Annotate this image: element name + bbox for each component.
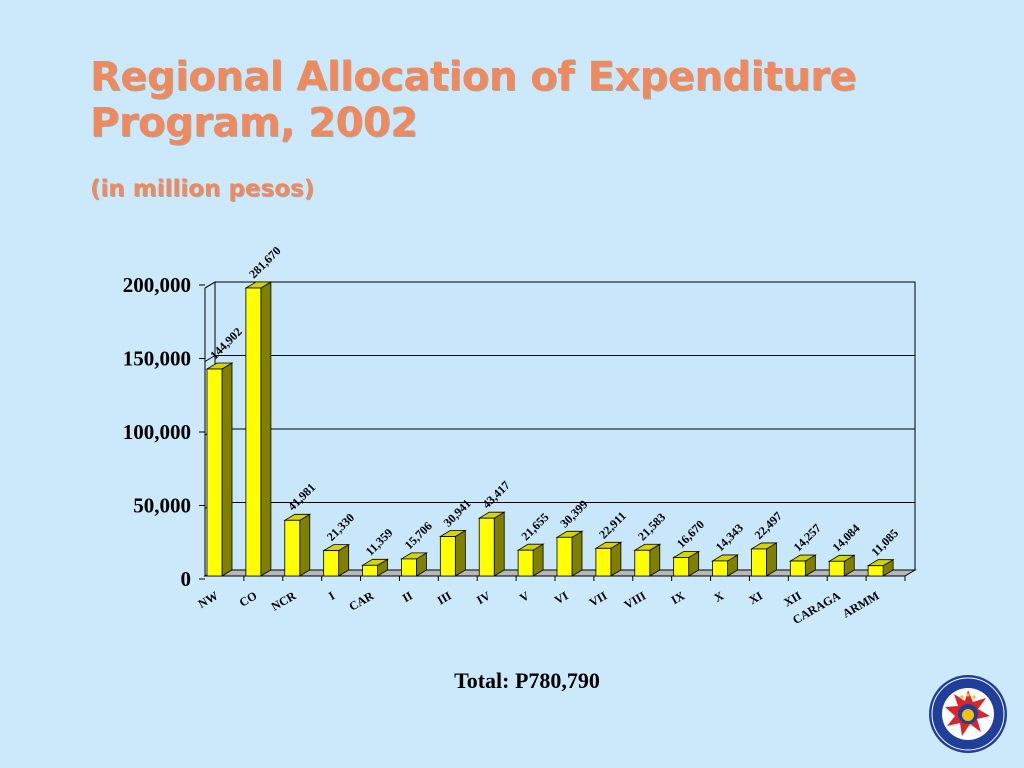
dbm-seal-logo: [929, 675, 1007, 753]
slide-title: Regional Allocation of Expenditure Progr…: [90, 54, 857, 146]
bar: [517, 549, 534, 577]
slide-subtitle: (in million pesos): [90, 176, 315, 202]
y-tick-label: 150,000: [123, 347, 191, 371]
y-tick-label: 50,000: [133, 494, 191, 518]
bar: [206, 368, 223, 577]
y-tick-label: 100,000: [123, 420, 191, 444]
category-label: III: [435, 588, 454, 607]
bar: [362, 564, 378, 577]
bar: [478, 517, 495, 577]
bar: [284, 519, 301, 577]
category-label: CO: [237, 588, 260, 609]
category-label: II: [400, 588, 415, 605]
bar: [595, 547, 612, 577]
data-label: 281,670: [246, 244, 283, 281]
gridline-side: [204, 281, 216, 289]
bar: [323, 550, 340, 577]
category-label: NW: [196, 588, 221, 610]
category-label: CAR: [347, 588, 377, 613]
bar: [245, 287, 262, 577]
bar-side: [260, 281, 272, 577]
category-label: IV: [474, 588, 493, 607]
bar: [712, 560, 728, 577]
gridline-side: [204, 355, 216, 362]
bar-side: [221, 362, 233, 577]
category-label: VII: [587, 588, 610, 609]
bar-side: [571, 530, 583, 577]
bar: [828, 560, 845, 577]
category-label: VI: [552, 588, 571, 607]
total-label: Total: P780,790: [454, 668, 600, 693]
bar-side: [299, 513, 311, 577]
chart-back-wall: [214, 281, 916, 571]
bar: [634, 549, 651, 577]
bar: [401, 558, 417, 577]
bar: [556, 536, 573, 577]
category-label: I: [326, 588, 337, 603]
category-label: X: [712, 588, 727, 605]
bar-side: [493, 511, 505, 577]
bar: [789, 560, 806, 577]
bar: [867, 565, 884, 577]
category-label: VIII: [622, 588, 649, 612]
category-label: XI: [746, 588, 765, 607]
bar: [751, 548, 767, 577]
bar-side: [454, 529, 466, 577]
y-tick-label: 200,000: [123, 273, 191, 297]
category-label: NCR: [269, 588, 299, 613]
bar: [439, 536, 456, 577]
category-label: V: [517, 588, 532, 605]
y-tick-label: 0: [181, 567, 192, 591]
category-label: ARMM: [840, 588, 882, 620]
category-label: XII: [781, 588, 804, 609]
category-label: IX: [669, 588, 688, 607]
bar: [673, 557, 690, 577]
